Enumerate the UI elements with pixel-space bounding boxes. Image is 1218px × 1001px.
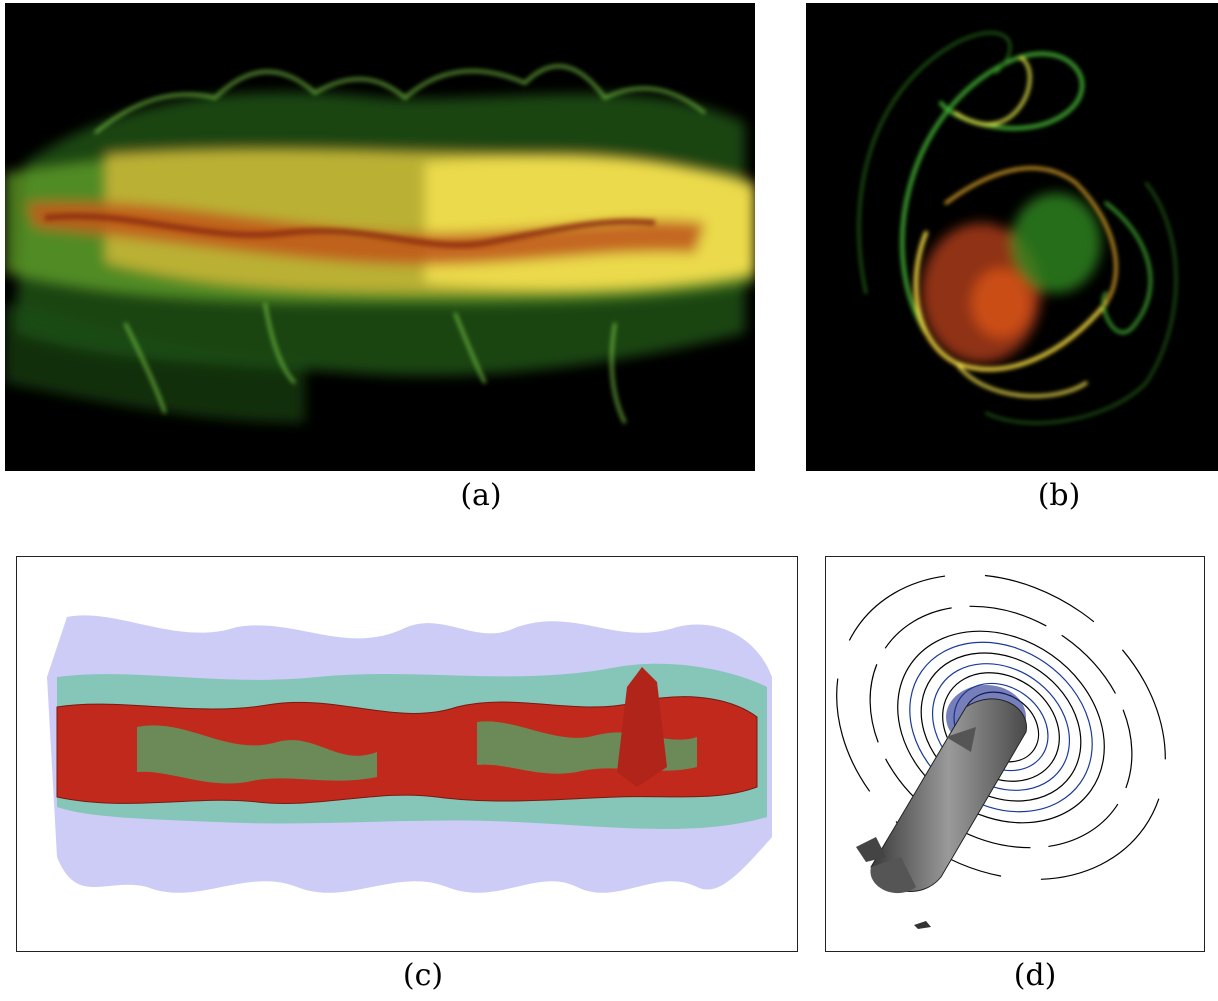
panel-c-image [16,556,798,952]
caption-b: (b) [1037,478,1081,513]
caption-a: (a) [460,478,502,513]
caption-d: (d) [1013,958,1057,993]
panel-d-image [825,556,1205,952]
panel-b-image [806,3,1218,471]
panel-a-image [5,3,755,471]
caption-c: (c) [402,958,444,993]
